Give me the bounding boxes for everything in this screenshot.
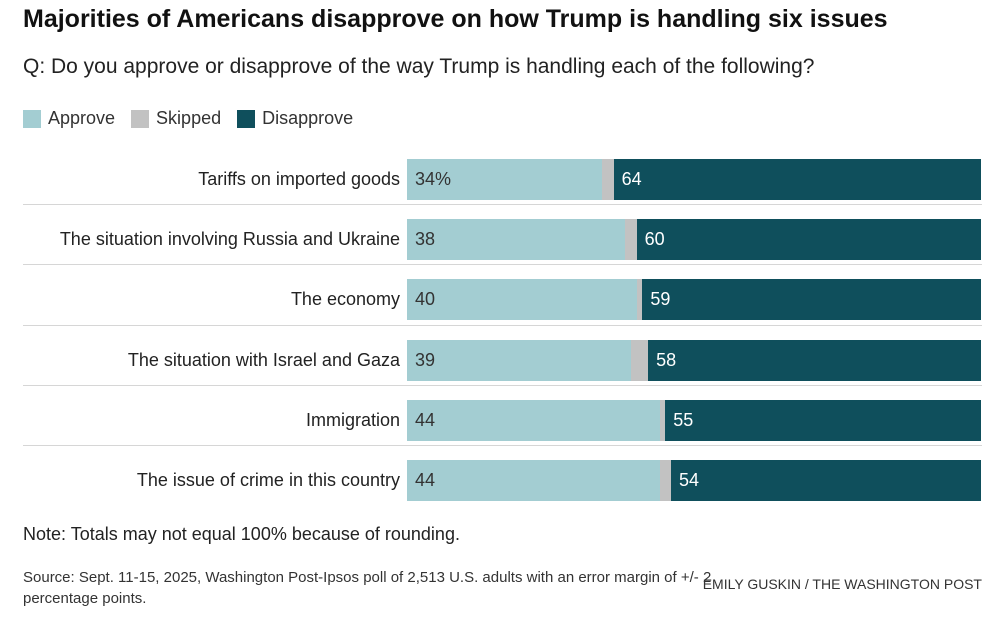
legend: Approve Skipped Disapprove (23, 108, 369, 129)
bar-disapprove (648, 339, 981, 381)
legend-swatch-skipped (131, 109, 150, 128)
row-divider (23, 264, 982, 266)
value-label-disapprove: 64 (621, 169, 642, 189)
value-label-disapprove: 59 (650, 289, 671, 310)
bar-skipped (659, 460, 672, 501)
legend-item-skipped: Skipped (131, 108, 221, 129)
bar-disapprove (671, 460, 981, 501)
legend-item-disapprove: Disapprove (237, 108, 353, 129)
category-label: The economy (290, 289, 400, 310)
chart-subtitle: Q: Do you approve or disapprove of the w… (23, 55, 815, 78)
legend-label-skipped: Skipped (156, 108, 222, 128)
bar-skipped (630, 339, 649, 381)
value-label-approve: 38 (415, 229, 436, 250)
bar-disapprove (642, 279, 981, 321)
bar-approve (407, 399, 660, 441)
bar-skipped (602, 159, 614, 200)
chart-source: Source: Sept. 11-15, 2025, Washington Po… (23, 569, 712, 607)
legend-label-disapprove: Disapprove (262, 108, 354, 128)
bar-skipped (625, 219, 637, 261)
value-label-disapprove: 55 (673, 409, 694, 430)
legend-item-approve: Approve (23, 108, 115, 129)
category-label: The situation with Israel and Gaza (127, 349, 400, 370)
value-label-disapprove: 58 (656, 349, 677, 370)
bar-disapprove (636, 219, 981, 261)
value-label-approve: 44 (415, 470, 436, 490)
value-label-approve: 39 (415, 349, 436, 370)
chart-title: Majorities of Americans disapprove on ho… (23, 5, 888, 33)
legend-label-approve: Approve (48, 108, 116, 128)
stacked-bar-chart: Tariffs on imported goods 34% 64 The situat… (0, 145, 1002, 515)
chart-credit: EMILY GUSKIN / THE WASHINGTON POST (702, 576, 982, 592)
bar-approve (407, 279, 637, 321)
bar-skipped (659, 399, 666, 441)
bar-approve (407, 460, 660, 501)
category-label: Immigration (305, 409, 400, 430)
value-label-disapprove: 54 (679, 470, 700, 490)
category-label: The situation involving Russia and Ukrai… (59, 229, 400, 250)
bar-approve (407, 339, 631, 381)
category-label: The issue of crime in this country (136, 470, 400, 490)
value-label-approve: 44 (415, 409, 436, 430)
value-label-disapprove: 60 (644, 229, 665, 250)
row-divider (23, 204, 982, 206)
bar-disapprove (613, 159, 981, 200)
bar-approve (407, 159, 603, 200)
row-divider (23, 445, 982, 446)
bar-disapprove (665, 399, 981, 441)
legend-swatch-approve (23, 109, 41, 128)
bar-approve (407, 219, 626, 261)
value-label-approve: 34% (415, 169, 452, 189)
value-label-approve: 40 (415, 289, 436, 310)
row-divider (23, 324, 982, 326)
legend-swatch-disapprove (237, 109, 256, 128)
category-label: Tariffs on imported goods (198, 169, 400, 189)
bar-skipped (636, 279, 643, 321)
chart-note: Note: Totals may not equal 100% because … (23, 524, 460, 544)
row-divider (23, 384, 982, 386)
